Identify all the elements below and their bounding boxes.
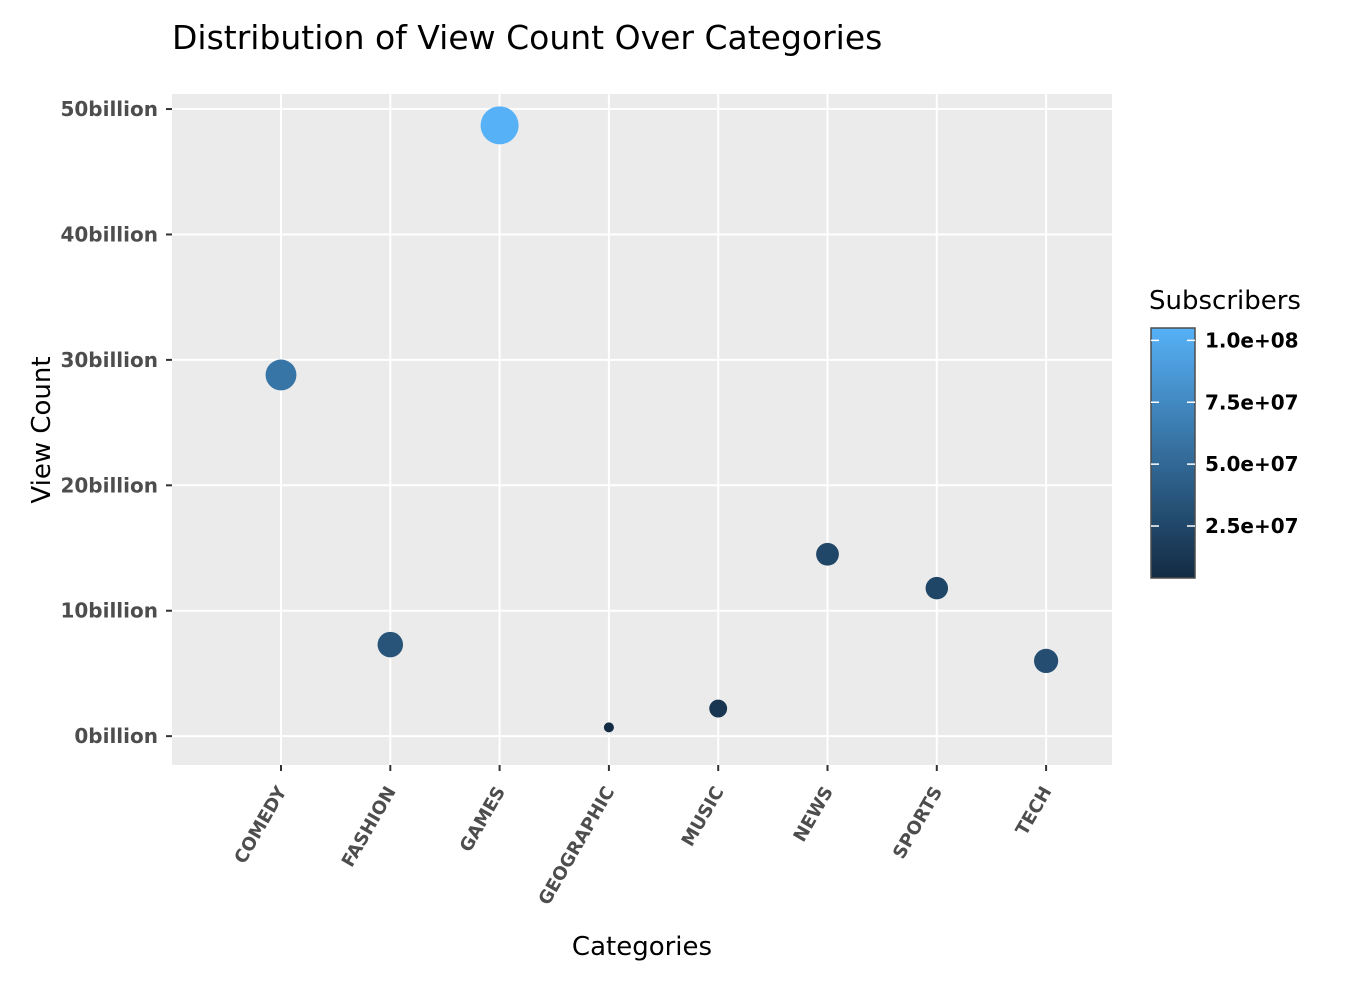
y-tick-label: 50billion: [60, 97, 158, 121]
data-point-news: [816, 542, 839, 566]
y-tick-label: 0billion: [74, 724, 158, 748]
legend-tick-label: 2.5e+07: [1205, 514, 1299, 538]
legend-ticks: 2.5e+07 5.0e+07 7.5e+07 1.0e+08: [1151, 328, 1299, 538]
legend-tick-label: 7.5e+07: [1205, 390, 1299, 414]
y-tick-label: 20billion: [60, 473, 158, 497]
x-tick-label: GEOGRAPHIC: [534, 783, 619, 909]
x-axis: COMEDY FASHION GAMES GEOGRAPHIC MUSIC NEWS SPO…: [230, 765, 1056, 909]
y-tick-label: 40billion: [60, 222, 158, 246]
legend-tick-label: 1.0e+08: [1205, 328, 1299, 352]
data-point-geographic: [603, 722, 614, 733]
legend-title: Subscribers: [1149, 286, 1301, 316]
legend-tick-label: 5.0e+07: [1205, 452, 1299, 476]
x-tick-label: NEWS: [790, 783, 838, 846]
x-tick-label: COMEDY: [230, 782, 291, 867]
data-points: [265, 106, 1059, 733]
data-point-tech: [1033, 648, 1059, 674]
legend: Subscribers 2.5e+07 5.0e+07 7.5e+07 1.0e+08: [1149, 286, 1301, 579]
x-tick-label: MUSIC: [678, 783, 729, 850]
chart-title: Distribution of View Count Over Categori…: [172, 18, 882, 57]
y-tick-label: 10billion: [60, 599, 158, 623]
x-tick-label: SPORTS: [889, 783, 947, 863]
x-tick-label: TECH: [1012, 783, 1057, 839]
plot-panel: [172, 94, 1112, 765]
x-tick-label: GAMES: [456, 783, 510, 856]
data-point-music: [709, 699, 728, 718]
y-tick-label: 30billion: [60, 348, 158, 372]
x-axis-title: Categories: [572, 932, 712, 962]
x-tick-label: FASHION: [338, 783, 401, 871]
y-axis-title: View Count: [27, 356, 57, 503]
data-point-fashion: [377, 631, 404, 658]
y-axis: 0billion 10billion 20billion 30billion 40bil…: [60, 97, 172, 748]
data-point-sports: [925, 576, 949, 600]
data-point-comedy: [265, 359, 297, 391]
data-point-games: [480, 106, 519, 145]
colorbar: [1150, 327, 1196, 579]
